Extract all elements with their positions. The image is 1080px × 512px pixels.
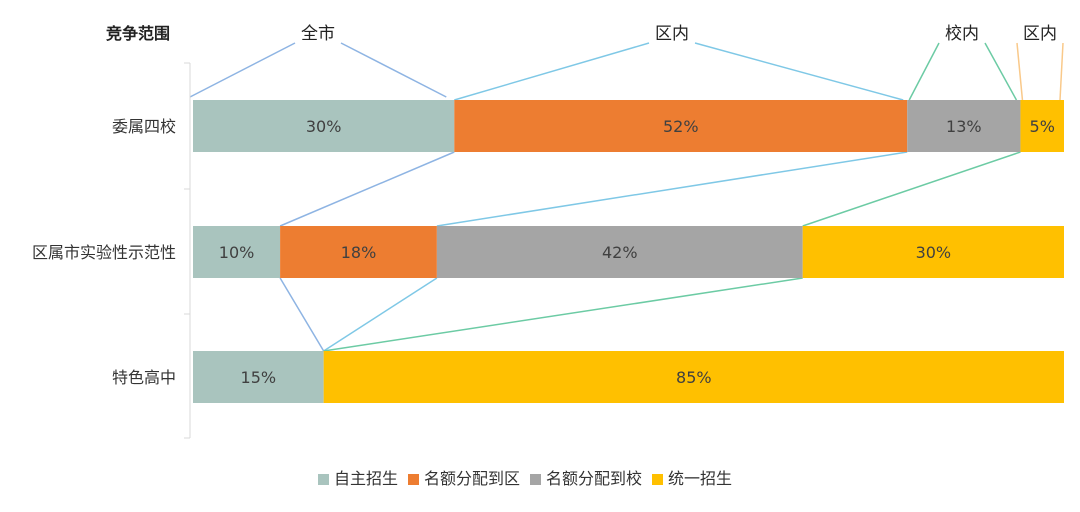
category-label: 委属四校 [112,117,176,136]
bar-segment [1020,100,1064,152]
scope-connector [1059,42,1064,101]
bar-segment [193,351,324,403]
scope-connector [189,42,296,98]
data-label: 85% [676,368,712,387]
data-label: 52% [663,117,699,136]
row-connector [323,277,803,352]
bar-segment [193,226,281,278]
data-label: 30% [916,243,952,262]
legend: 自主招生 名额分配到区 名额分配到校 统一招生 [318,469,732,488]
scope-connector [454,42,650,101]
bar-segment [454,100,908,152]
data-label: 13% [946,117,982,136]
data-label: 18% [341,243,377,262]
category-label: 特色高中 [112,368,176,387]
bar-segment [280,226,437,278]
bar-segment [802,226,1064,278]
legend-swatch [408,474,419,485]
legend-swatch [318,474,329,485]
data-label: 15% [241,368,277,387]
row-connector [323,277,438,352]
row-connector [279,277,325,352]
scope-label: 全市 [301,24,335,44]
row-connector [436,151,908,227]
data-label: 10% [219,243,255,262]
scope-connector [908,42,940,101]
data-label: 42% [602,243,638,262]
legend-swatch [530,474,541,485]
category-label: 区属市实验性示范性 [32,243,176,262]
bar-segment [436,226,803,278]
legend-label: 统一招生 [668,469,732,488]
connector-lines [189,42,1064,352]
scope-label: 区内 [1023,24,1057,44]
scope-label: 区内 [655,24,689,44]
legend-label: 自主招生 [334,469,398,488]
data-label: 5% [1030,117,1055,136]
scope-labels: 全市 区内 校内 区内 [301,24,1057,44]
row-connector [802,151,1021,227]
bars-group: 30% 52% 13% 5% 10% 18% 42% 30% 15% 85% [193,100,1064,403]
scope-connector [340,42,447,98]
bar-segment [193,100,455,152]
data-label: 30% [306,117,342,136]
scope-connector [1016,42,1024,101]
scope-label: 校内 [945,24,979,44]
scope-connector [694,42,904,101]
legend-swatch [652,474,663,485]
row-connector [279,151,455,227]
axis-title: 竞争范围 [106,24,170,43]
legend-label: 名额分配到区 [424,469,520,488]
bar-segment [907,100,1021,152]
bar-segment [323,351,1064,403]
scope-connector [984,42,1018,101]
legend-label: 名额分配到校 [546,469,642,488]
